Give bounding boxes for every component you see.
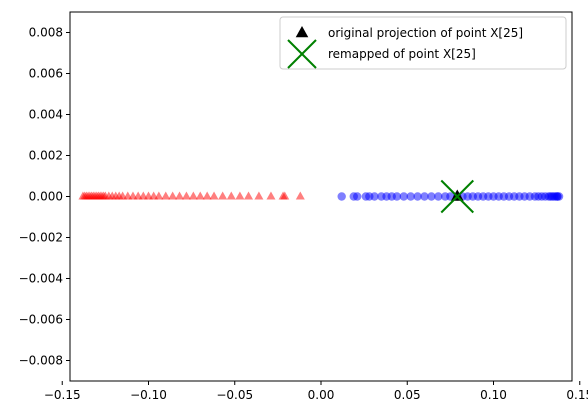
legend-entry-label: original projection of point X[25] bbox=[328, 26, 523, 40]
blue-circle-point bbox=[338, 192, 346, 200]
y-tick-label: −0.008 bbox=[19, 354, 63, 368]
x-tick-label: −0.15 bbox=[44, 388, 81, 402]
y-tick-label: 0.002 bbox=[29, 149, 63, 163]
x-tick-label: 0.00 bbox=[308, 388, 335, 402]
y-tick-label: 0.008 bbox=[29, 26, 63, 40]
legend: original projection of point X[25] remapp… bbox=[280, 17, 566, 69]
x-tick-label: 0.05 bbox=[394, 388, 421, 402]
y-tick-label: 0.004 bbox=[29, 108, 63, 122]
y-tick-label: −0.002 bbox=[19, 231, 63, 245]
red-triangle-point bbox=[296, 192, 305, 200]
x-tick-label: −0.10 bbox=[130, 388, 167, 402]
red-triangle-point bbox=[218, 192, 227, 200]
legend-entry-label: remapped of point X[25] bbox=[328, 47, 476, 61]
red-triangle-point bbox=[227, 192, 236, 200]
y-tick-label: 0.006 bbox=[29, 67, 63, 81]
plot-marks bbox=[78, 181, 563, 213]
red-triangle-point bbox=[235, 192, 244, 200]
red-triangle-point bbox=[210, 192, 219, 200]
red-triangle-point bbox=[266, 192, 275, 200]
y-tick-label: −0.006 bbox=[19, 313, 63, 327]
y-tick-label: −0.004 bbox=[19, 272, 63, 286]
axes: −0.15 −0.10 −0.05 0.00 0.05 0.10 0.15 −0.008 −0.… bbox=[19, 12, 588, 402]
x-tick-label: 0.15 bbox=[566, 388, 588, 402]
x-tick-label: −0.05 bbox=[216, 388, 253, 402]
red-triangle-point bbox=[244, 192, 253, 200]
blue-circle-point bbox=[353, 192, 361, 200]
x-tick-label: 0.10 bbox=[480, 388, 507, 402]
legend-box bbox=[280, 17, 566, 69]
y-tick-label: 0.000 bbox=[29, 190, 63, 204]
blue-circle-point bbox=[555, 192, 563, 200]
red-triangle-point bbox=[254, 192, 263, 200]
